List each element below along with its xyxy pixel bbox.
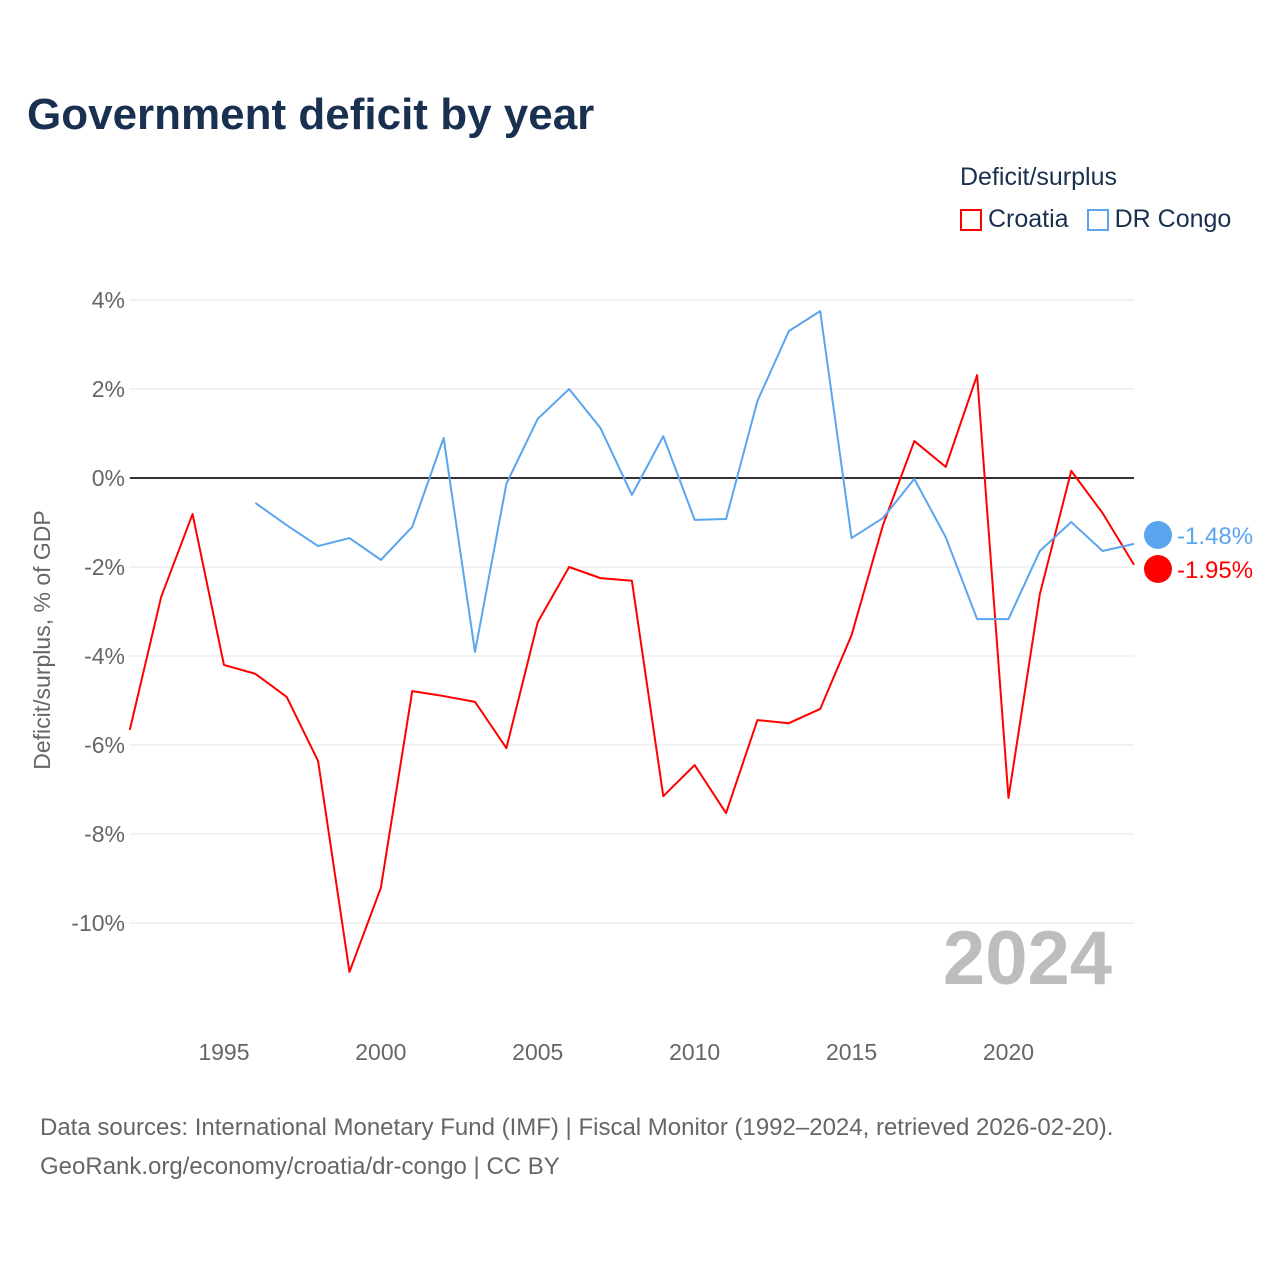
legend: Croatia DR Congo — [960, 205, 1231, 234]
series-line-croatia — [128, 374, 1135, 973]
x-tick-label: 2000 — [355, 1039, 406, 1065]
legend-swatch-croatia — [960, 208, 982, 231]
attribution-text: GeoRank.org/economy/croatia/dr-congo | C… — [40, 1153, 560, 1180]
y-tick-label: -2% — [84, 554, 125, 580]
chart-title: Government deficit by year — [27, 90, 595, 139]
y-tick-label: -8% — [84, 821, 125, 847]
y-tick-label: 4% — [92, 287, 125, 313]
legend-item-dr-congo[interactable]: DR Congo — [1086, 205, 1232, 234]
y-tick-label: -10% — [71, 910, 125, 936]
year-watermark: 2024 — [943, 916, 1112, 1001]
x-tick-label: 1995 — [198, 1039, 249, 1065]
y-axis-label: Deficit/surplus, % of GDP — [29, 510, 55, 769]
flag-icon-dr-congo — [1144, 521, 1172, 549]
y-tick-label: -4% — [84, 643, 125, 669]
flag-icon-croatia — [1144, 555, 1172, 583]
legend-item-croatia[interactable]: Croatia — [960, 205, 1069, 234]
legend-swatch-dr-congo — [1086, 208, 1109, 231]
x-tick-label: 2005 — [512, 1039, 563, 1065]
x-tick-label: 2020 — [983, 1039, 1034, 1065]
end-label: -1.48% — [1177, 523, 1253, 550]
end-label: -1.95% — [1177, 557, 1253, 584]
legend-label-croatia: Croatia — [988, 205, 1069, 233]
x-tick-label: 2015 — [826, 1039, 877, 1065]
footer: Data sources: International Monetary Fun… — [40, 1108, 1113, 1186]
y-tick-label: 2% — [92, 376, 125, 402]
series-line-dr-congo — [254, 310, 1135, 653]
source-text: Data sources: International Monetary Fun… — [40, 1114, 1114, 1141]
y-tick-label: 0% — [92, 465, 125, 491]
legend-title: Deficit/surplus — [960, 163, 1117, 191]
legend-label-dr-congo: DR Congo — [1114, 205, 1232, 233]
y-tick-label: -6% — [84, 732, 125, 758]
x-tick-label: 2010 — [669, 1039, 720, 1065]
